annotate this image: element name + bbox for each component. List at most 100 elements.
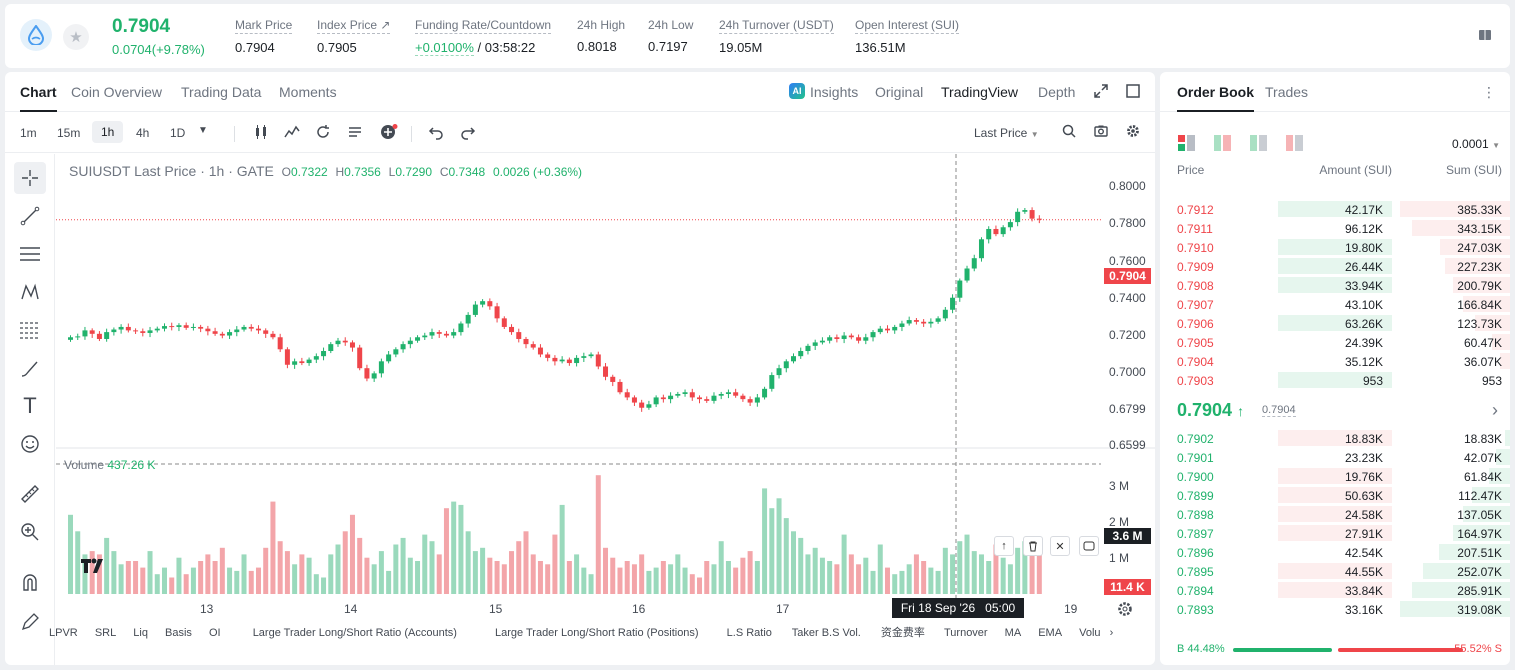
camera-icon[interactable] bbox=[1094, 124, 1108, 141]
stat-index-price[interactable]: Index Price ↗ 0.7905 bbox=[317, 18, 391, 55]
view-tradingview[interactable]: TradingView bbox=[941, 84, 1019, 100]
indicator-liq[interactable]: Liq bbox=[133, 627, 148, 639]
templates-icon[interactable] bbox=[347, 124, 363, 143]
redo-icon[interactable] bbox=[460, 124, 476, 143]
candle-body bbox=[1000, 227, 1006, 235]
bid-row[interactable]: 0.7902 18.83K 18.83K bbox=[1160, 429, 1510, 448]
bid-row[interactable]: 0.7899 50.63K 112.47K bbox=[1160, 486, 1510, 505]
indicator-oi[interactable]: OI bbox=[209, 627, 221, 639]
timeframe-1d[interactable]: 1D bbox=[170, 126, 186, 140]
indicator-taker-vol[interactable]: Taker B.S Vol. bbox=[791, 627, 861, 639]
timeframe-1h[interactable]: 1h bbox=[92, 121, 124, 143]
horizontal-lines-icon[interactable] bbox=[14, 238, 46, 270]
volume-bar bbox=[950, 554, 956, 594]
view-two-col-icon[interactable] bbox=[1214, 135, 1232, 156]
search-icon[interactable] bbox=[1062, 124, 1076, 141]
timeframe-4h[interactable]: 4h bbox=[136, 126, 150, 140]
ask-row[interactable]: 0.7906 63.26K 123.73K bbox=[1160, 314, 1510, 333]
bid-row[interactable]: 0.7896 42.54K 207.51K bbox=[1160, 543, 1510, 562]
ask-row[interactable]: 0.7903 953 953 bbox=[1160, 371, 1510, 390]
candlestick-chart[interactable] bbox=[56, 154, 1155, 665]
more-vertical-icon[interactable]: ⋮ bbox=[1482, 84, 1496, 100]
precision-select[interactable]: 0.0001 ▼ bbox=[1452, 137, 1500, 151]
view-insights[interactable]: Insights bbox=[810, 84, 859, 100]
bid-row[interactable]: 0.7895 44.55K 252.07K bbox=[1160, 562, 1510, 581]
bid-row[interactable]: 0.7893 33.16K 319.08K bbox=[1160, 600, 1510, 619]
chart-settings-gear-icon[interactable] bbox=[1117, 601, 1133, 622]
crosshair-icon[interactable] bbox=[14, 162, 46, 194]
zoom-in-icon[interactable] bbox=[14, 516, 46, 548]
chart-plot-area[interactable]: SUIUSDT Last Price · 1h · GATE O0.7322 H… bbox=[49, 154, 1155, 665]
chevron-right-icon[interactable]: › bbox=[1492, 400, 1498, 420]
indicators-icon[interactable] bbox=[284, 124, 300, 143]
tab-chart[interactable]: Chart bbox=[20, 84, 57, 112]
indicator-basis[interactable]: Basis bbox=[165, 627, 192, 639]
timeframe-1m[interactable]: 1m bbox=[20, 126, 37, 140]
indicator-ema[interactable]: EMA bbox=[1038, 627, 1063, 639]
ask-row[interactable]: 0.7905 24.39K 60.47K bbox=[1160, 333, 1510, 352]
tab-trading-data[interactable]: Trading Data bbox=[181, 84, 262, 100]
volume-bar bbox=[219, 547, 225, 594]
view-asks-icon[interactable] bbox=[1286, 135, 1304, 156]
timeframe-15m[interactable]: 15m bbox=[57, 126, 81, 140]
maximize-pane-icon[interactable] bbox=[1079, 536, 1099, 556]
tab-order-book[interactable]: Order Book bbox=[1177, 84, 1255, 112]
collapse-icon[interactable]: ✕ bbox=[1050, 536, 1070, 556]
ask-row[interactable]: 0.7910 19.80K 247.03K bbox=[1160, 238, 1510, 257]
indicator-srl[interactable]: SRL bbox=[94, 627, 117, 639]
settings-gear-icon[interactable] bbox=[1126, 124, 1140, 141]
volume-bar bbox=[870, 570, 876, 594]
tab-trades[interactable]: Trades bbox=[1265, 84, 1309, 100]
emoji-icon[interactable] bbox=[14, 428, 46, 460]
ask-row[interactable]: 0.7907 43.10K 166.84K bbox=[1160, 295, 1510, 314]
brush-icon[interactable] bbox=[14, 352, 46, 384]
indicator-ls-ratio[interactable]: L.S Ratio bbox=[726, 627, 772, 639]
delete-icon[interactable] bbox=[1023, 536, 1043, 556]
mid-price[interactable]: 0.7904 ↑ bbox=[1177, 400, 1245, 420]
chevron-right-icon[interactable]: › bbox=[1109, 627, 1114, 639]
book-icon[interactable] bbox=[1478, 28, 1492, 42]
trend-line-icon[interactable] bbox=[14, 200, 46, 232]
add-alert-icon[interactable] bbox=[380, 124, 398, 143]
fullscreen-icon[interactable] bbox=[1126, 84, 1140, 101]
candle-type-icon[interactable] bbox=[253, 124, 269, 143]
ask-row[interactable]: 0.7912 42.17K 385.33K bbox=[1160, 200, 1510, 219]
text-tool-icon[interactable]: T bbox=[23, 393, 37, 418]
indicator-lt-positions[interactable]: Large Trader Long/Short Ratio (Positions… bbox=[494, 627, 699, 639]
pencil-lock-icon[interactable] bbox=[14, 606, 46, 638]
ruler-icon[interactable] bbox=[14, 478, 46, 510]
bid-row[interactable]: 0.7901 23.23K 42.07K bbox=[1160, 448, 1510, 467]
view-both-icon[interactable] bbox=[1178, 135, 1196, 156]
tradingview-logo[interactable] bbox=[79, 556, 107, 576]
view-original[interactable]: Original bbox=[875, 84, 924, 100]
indicator-lpvr[interactable]: LPVR bbox=[49, 627, 78, 639]
view-bids-icon[interactable] bbox=[1250, 135, 1268, 156]
indicator-ma[interactable]: MA bbox=[1004, 627, 1022, 639]
ask-row[interactable]: 0.7908 33.94K 200.79K bbox=[1160, 276, 1510, 295]
indicator-turnover[interactable]: Turnover bbox=[943, 627, 988, 639]
ask-row[interactable]: 0.7904 35.12K 36.07K bbox=[1160, 352, 1510, 371]
indicator-volume[interactable]: Volu bbox=[1079, 627, 1101, 639]
view-depth[interactable]: Depth bbox=[1038, 84, 1076, 100]
bid-row[interactable]: 0.7900 19.76K 61.84K bbox=[1160, 467, 1510, 486]
move-up-icon[interactable]: ↑ bbox=[994, 536, 1014, 556]
tab-moments[interactable]: Moments bbox=[279, 84, 337, 100]
replay-icon[interactable] bbox=[315, 124, 331, 143]
favorite-star-icon[interactable]: ★ bbox=[63, 24, 89, 50]
indicator-lt-accounts[interactable]: Large Trader Long/Short Ratio (Accounts) bbox=[252, 627, 457, 639]
row-amount: 24.58K bbox=[1344, 508, 1383, 522]
pattern-icon[interactable] bbox=[14, 276, 46, 308]
bid-row[interactable]: 0.7898 24.58K 137.05K bbox=[1160, 505, 1510, 524]
ask-row[interactable]: 0.7911 96.12K 343.15K bbox=[1160, 219, 1510, 238]
expand-icon[interactable] bbox=[1094, 84, 1108, 101]
magnet-icon[interactable] bbox=[14, 566, 46, 598]
price-type-select[interactable]: Last Price ▼ bbox=[974, 126, 1039, 140]
ask-row[interactable]: 0.7909 26.44K 227.23K bbox=[1160, 257, 1510, 276]
indicator-funding[interactable]: 资金费率 bbox=[880, 627, 925, 639]
fib-icon[interactable] bbox=[14, 314, 46, 346]
undo-icon[interactable] bbox=[428, 124, 444, 143]
timeframe-dropdown-icon[interactable]: ▼ bbox=[198, 125, 208, 136]
tab-coin-overview[interactable]: Coin Overview bbox=[71, 84, 163, 100]
bid-row[interactable]: 0.7894 33.84K 285.91K bbox=[1160, 581, 1510, 600]
bid-row[interactable]: 0.7897 27.91K 164.97K bbox=[1160, 524, 1510, 543]
